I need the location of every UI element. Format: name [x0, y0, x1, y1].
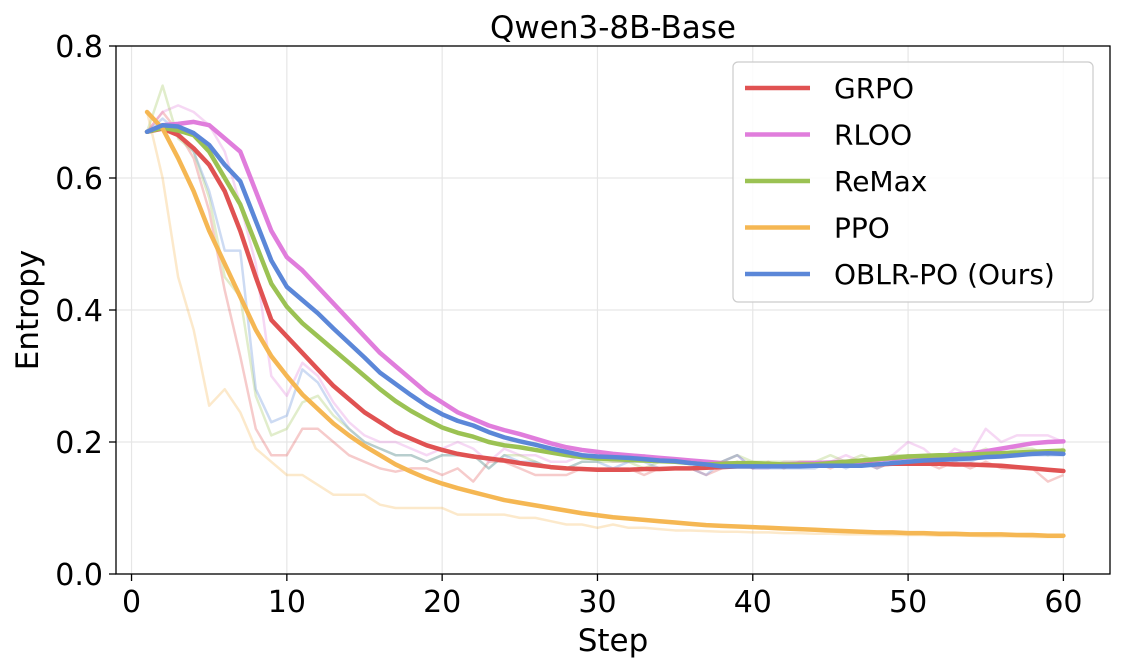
x-tick-label: 40 — [734, 585, 772, 620]
legend-label-remax: ReMax — [834, 165, 927, 198]
legend-label-grpo: GRPO — [834, 72, 914, 105]
legend-label-oblr-po-ours: OBLR-PO (Ours) — [834, 258, 1055, 291]
x-tick-label: 10 — [268, 585, 306, 620]
smoothed-line-oblr-po-ours — [144, 122, 1066, 469]
y-tick-label: 0.4 — [55, 294, 103, 329]
x-axis-label: Step — [578, 623, 649, 659]
x-tick-label: 30 — [578, 585, 616, 620]
legend-label-ppo: PPO — [834, 212, 890, 245]
x-tick-label: 60 — [1044, 585, 1082, 620]
y-axis: 0.0 0.2 0.4 0.6 0.8 — [55, 30, 116, 593]
y-tick-label: 0.2 — [55, 426, 103, 461]
y-tick-label: 0.8 — [55, 30, 103, 65]
x-tick-label: 50 — [889, 585, 927, 620]
smoothed-line-ppo — [144, 109, 1066, 538]
x-axis: 0 10 20 30 40 50 60 — [122, 574, 1083, 620]
x-tick-label: 0 — [122, 585, 141, 620]
legend: GRPO RLOO ReMax PPO OBLR-PO (Ours) — [732, 61, 1094, 303]
smoothed-lines — [144, 109, 1066, 538]
y-tick-label: 0.6 — [55, 162, 103, 197]
y-tick-label: 0.0 — [55, 558, 103, 593]
y-axis-label: Entropy — [10, 250, 46, 370]
legend-box — [732, 61, 1094, 303]
chart-title: Qwen3-8B-Base — [490, 10, 736, 46]
legend-label-rloo: RLOO — [834, 119, 912, 152]
x-tick-label: 20 — [423, 585, 461, 620]
